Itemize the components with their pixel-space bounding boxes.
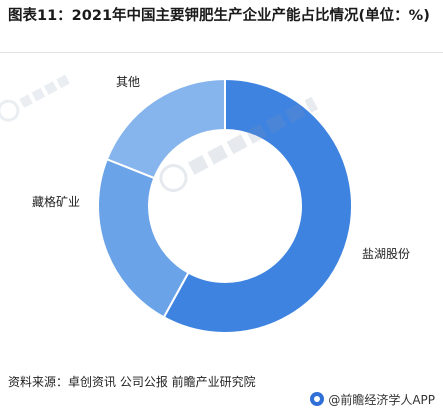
- logo-icon: [310, 392, 325, 406]
- brand-logo: @前瞻经济学人APP: [310, 389, 435, 409]
- chart-area: [0, 52, 443, 362]
- source-note: 资料来源：卓创资讯 公司公报 前瞻产业研究院: [8, 375, 256, 389]
- slice-label: 盐湖股份: [362, 247, 411, 261]
- slice-yanhu: [162, 77, 353, 334]
- title-bar: 图表11：2021年中国主要钾肥生产企业产能占比情况(单位：%): [0, 0, 443, 53]
- chart-title: 图表11：2021年中国主要钾肥生产企业产能占比情况(单位：%): [8, 8, 430, 24]
- slice-other: [105, 77, 226, 180]
- donut-chart: [97, 77, 353, 334]
- slice-label: 其他: [116, 75, 141, 89]
- logo-text: @前瞻经济学人APP: [328, 392, 435, 407]
- slice-label: 藏格矿业: [32, 195, 81, 209]
